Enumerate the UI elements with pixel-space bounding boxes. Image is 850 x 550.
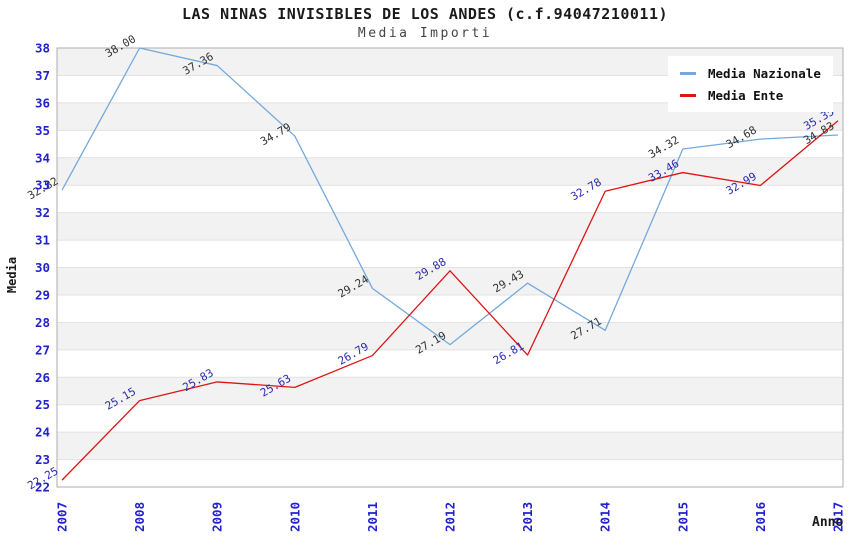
legend-item-media-nazionale: Media Nazionale xyxy=(680,66,821,81)
y-tick-label: 31 xyxy=(35,233,50,248)
y-tick-label: 37 xyxy=(35,68,50,83)
x-tick-label: 2013 xyxy=(520,502,535,532)
gridlines xyxy=(57,47,843,488)
x-tick-label: 2010 xyxy=(287,502,302,532)
x-tick-label: 2012 xyxy=(443,502,458,532)
y-tick-label: 22 xyxy=(35,480,50,495)
y-tick-label: 33 xyxy=(35,178,50,193)
x-tick-label: 2007 xyxy=(55,502,70,532)
chart-title: LAS NINAS INVISIBLES DE LOS ANDES (c.f.9… xyxy=(181,5,669,23)
x-tick-label: 2011 xyxy=(365,502,380,532)
y-tick-label: 26 xyxy=(35,370,50,385)
x-axis-title: Anno xyxy=(812,515,844,530)
legend: Media Nazionale Media Ente xyxy=(668,56,833,112)
y-tick-label: 35 xyxy=(35,123,50,138)
x-tick-label: 2014 xyxy=(598,502,613,532)
x-tick-labels: 2007 2008 2009 2010 2011 2012 2013 2014 2015 2016… xyxy=(55,502,846,532)
x-tick-label: 2008 xyxy=(132,502,147,532)
y-tick-label: 28 xyxy=(35,315,50,330)
y-tick-label: 24 xyxy=(35,425,50,440)
legend-swatch-ente-icon xyxy=(680,94,696,97)
y-tick-labels: 22 23 24 25 26 27 28 29 30 31 32 33 34 35 36 37 38 xyxy=(35,41,50,495)
y-tick-label: 38 xyxy=(35,41,50,56)
series-line-1 xyxy=(61,120,839,481)
y-tick-label: 36 xyxy=(35,95,50,110)
legend-label-ente: Media Ente xyxy=(708,88,784,103)
y-tick-label: 25 xyxy=(35,397,50,412)
series-lines xyxy=(61,47,839,481)
y-tick-label: 23 xyxy=(35,452,50,467)
x-tick-label: 2016 xyxy=(753,502,768,532)
legend-item-media-ente: Media Ente xyxy=(680,88,821,103)
x-tick-label: 2009 xyxy=(210,502,225,532)
x-tick-label: 2015 xyxy=(675,502,690,532)
series-line-0 xyxy=(61,47,839,346)
chart-subtitle: Media Importi xyxy=(357,26,493,41)
y-tick-label: 27 xyxy=(35,342,50,357)
plot-border xyxy=(56,47,844,488)
x-tick-label: 2017 xyxy=(831,502,846,532)
legend-label-nazionale: Media Nazionale xyxy=(708,66,821,81)
y-axis-title: Media xyxy=(5,256,19,294)
point-label: 34.32 xyxy=(646,133,681,161)
legend-swatch-nazionale-icon xyxy=(680,72,696,75)
y-tick-label: 32 xyxy=(35,205,50,220)
y-tick-label: 30 xyxy=(35,260,50,275)
y-tick-label: 29 xyxy=(35,287,50,302)
y-tick-label: 34 xyxy=(35,150,50,165)
